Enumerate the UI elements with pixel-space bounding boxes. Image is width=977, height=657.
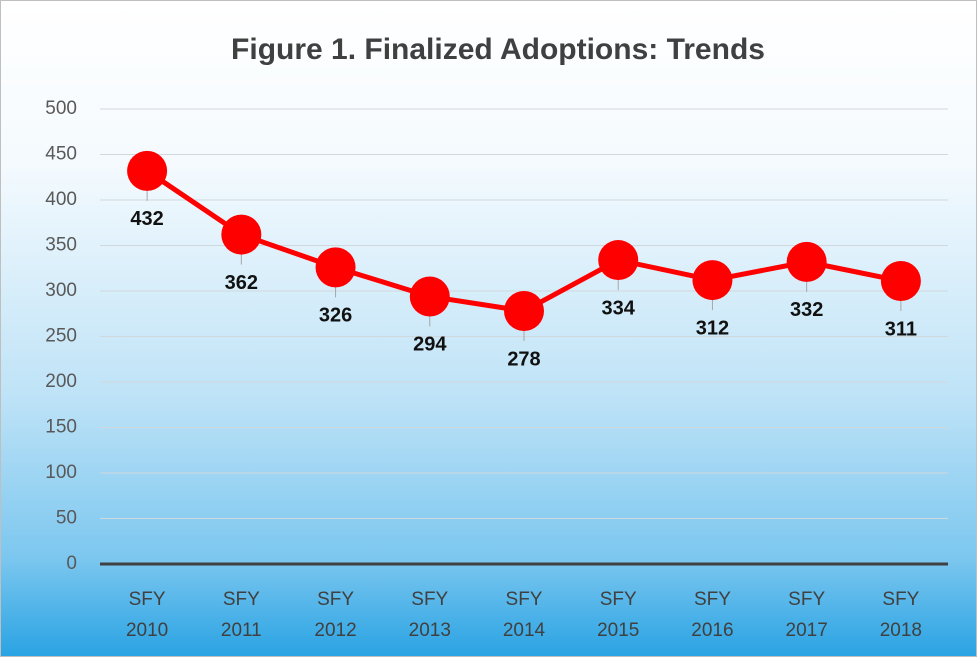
data-label: 278: [507, 348, 540, 370]
y-tick-label: 450: [45, 144, 77, 165]
marker: [692, 260, 733, 301]
data-label: 432: [130, 208, 163, 230]
y-tick-label: 200: [45, 371, 77, 392]
data-label: 332: [790, 299, 823, 321]
x-tick-label: SFY 2012: [314, 589, 357, 641]
data-label: 311: [885, 318, 917, 340]
x-tick-label: SFY 2017: [785, 589, 828, 641]
y-tick-label: 50: [56, 508, 77, 529]
x-tick-label: SFY 2014: [502, 589, 546, 641]
x-tick-label: SFY 2011: [220, 589, 262, 641]
y-tick-label: 0: [66, 553, 77, 574]
data-label: 312: [696, 317, 729, 339]
marker: [127, 150, 168, 191]
y-tick-label: 300: [45, 280, 77, 301]
data-label: 362: [225, 272, 258, 294]
x-tick-label: SFY 2015: [597, 589, 640, 641]
chart-title: Figure 1. Finalized Adoptions: Trends: [231, 33, 765, 66]
y-tick-label: 100: [45, 462, 77, 483]
y-tick-label: 400: [45, 189, 77, 210]
marker: [221, 214, 262, 255]
x-tick-label: SFY 2018: [879, 589, 923, 641]
y-tick-label: 350: [45, 235, 77, 256]
data-label: 334: [602, 297, 636, 319]
marker: [880, 260, 921, 301]
marker: [409, 276, 450, 317]
y-tick-label: 500: [45, 98, 77, 119]
x-tick-label: SFY 2016: [691, 589, 734, 641]
data-label: 294: [413, 334, 447, 356]
y-tick-label: 250: [45, 326, 77, 347]
marker: [786, 241, 827, 282]
x-tick-label: SFY 2010: [125, 589, 169, 641]
data-label: 326: [319, 305, 352, 327]
marker: [315, 247, 356, 288]
marker: [504, 291, 544, 332]
marker: [598, 240, 639, 281]
x-tick-label: SFY 2013: [408, 589, 451, 641]
y-tick-label: 150: [45, 417, 77, 438]
